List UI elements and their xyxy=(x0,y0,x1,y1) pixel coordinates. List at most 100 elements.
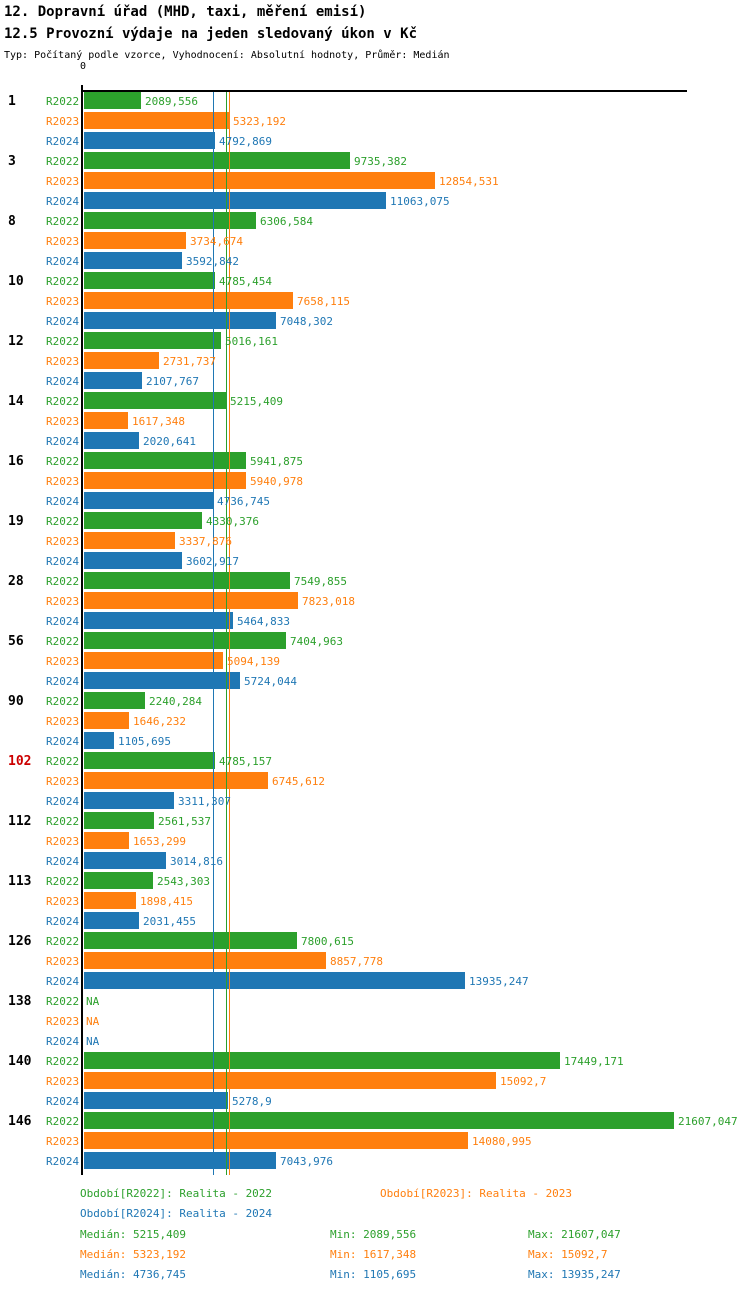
bar-12-r2024 xyxy=(84,372,142,389)
bar-90-r2023 xyxy=(84,712,129,729)
series-label-r2022: R2022 xyxy=(46,275,80,288)
bar-8-r2024 xyxy=(84,252,182,269)
value-label-12-r2023: 2731,737 xyxy=(163,355,216,368)
value-label-113-r2024: 2031,455 xyxy=(143,915,196,928)
value-label-90-r2024: 1105,695 xyxy=(118,735,171,748)
median-line-r2023 xyxy=(229,92,230,1175)
series-label-r2024: R2024 xyxy=(46,375,80,388)
value-label-1-r2024: 4792,869 xyxy=(219,135,272,148)
series-label-r2022: R2022 xyxy=(46,695,80,708)
category-label-102: 102 xyxy=(8,754,32,769)
bar-146-r2024 xyxy=(84,1152,276,1169)
value-label-8-r2024: 3592,842 xyxy=(186,255,239,268)
bar-140-r2024 xyxy=(84,1092,228,1109)
series-label-r2022: R2022 xyxy=(46,395,80,408)
bar-19-r2023 xyxy=(84,532,175,549)
series-label-r2024: R2024 xyxy=(46,1035,80,1048)
series-label-r2022: R2022 xyxy=(46,95,80,108)
na-label-138-r2023: NA xyxy=(86,1015,100,1028)
category-label-3: 3 xyxy=(8,154,16,169)
series-label-r2024: R2024 xyxy=(46,975,80,988)
value-label-146-r2024: 7043,976 xyxy=(280,1155,333,1168)
value-label-8-r2023: 3734,674 xyxy=(190,235,243,248)
bar-56-r2023 xyxy=(84,652,223,669)
bar-16-r2022 xyxy=(84,452,246,469)
series-label-r2024: R2024 xyxy=(46,855,80,868)
category-label-140: 140 xyxy=(8,1054,32,1069)
value-label-12-r2022: 5016,161 xyxy=(225,335,278,348)
value-label-16-r2022: 5941,875 xyxy=(250,455,303,468)
stat-min-r2024: Min: 1105,695 xyxy=(330,1268,417,1281)
value-label-28-r2024: 5464,833 xyxy=(237,615,290,628)
stat-median-r2022: Medián: 5215,409 xyxy=(80,1228,186,1241)
series-label-r2023: R2023 xyxy=(46,1135,80,1148)
value-label-3-r2022: 9735,382 xyxy=(354,155,407,168)
series-label-r2024: R2024 xyxy=(46,435,80,448)
na-label-138-r2022: NA xyxy=(86,995,100,1008)
legend-r2022: Období[R2022]: Realita - 2022 xyxy=(80,1187,273,1200)
value-label-19-r2024: 3602,917 xyxy=(186,555,239,568)
series-label-r2022: R2022 xyxy=(46,1115,80,1128)
value-label-112-r2023: 1653,299 xyxy=(133,835,186,848)
value-label-3-r2023: 12854,531 xyxy=(439,175,499,188)
bar-113-r2023 xyxy=(84,892,136,909)
series-label-r2023: R2023 xyxy=(46,775,80,788)
stat-max-r2022: Max: 21607,047 xyxy=(528,1228,621,1241)
bar-3-r2024 xyxy=(84,192,386,209)
value-label-126-r2023: 8857,778 xyxy=(330,955,383,968)
value-label-1-r2023: 5323,192 xyxy=(233,115,286,128)
series-label-r2023: R2023 xyxy=(46,415,80,428)
bar-102-r2024 xyxy=(84,792,174,809)
series-label-r2022: R2022 xyxy=(46,575,80,588)
value-label-140-r2022: 17449,171 xyxy=(564,1055,624,1068)
median-line-r2024 xyxy=(213,92,214,1175)
value-label-90-r2022: 2240,284 xyxy=(149,695,202,708)
value-label-102-r2023: 6745,612 xyxy=(272,775,325,788)
series-label-r2023: R2023 xyxy=(46,655,80,668)
value-label-112-r2024: 3014,816 xyxy=(170,855,223,868)
series-label-r2024: R2024 xyxy=(46,675,80,688)
series-label-r2023: R2023 xyxy=(46,235,80,248)
category-label-126: 126 xyxy=(8,934,32,949)
value-label-113-r2022: 2543,303 xyxy=(157,875,210,888)
series-label-r2023: R2023 xyxy=(46,355,80,368)
bar-10-r2023 xyxy=(84,292,293,309)
series-label-r2022: R2022 xyxy=(46,155,80,168)
series-label-r2022: R2022 xyxy=(46,935,80,948)
value-label-8-r2022: 6306,584 xyxy=(260,215,313,228)
value-label-140-r2024: 5278,9 xyxy=(232,1095,272,1108)
category-label-19: 19 xyxy=(8,514,24,529)
series-label-r2024: R2024 xyxy=(46,255,80,268)
series-label-r2023: R2023 xyxy=(46,295,80,308)
bar-140-r2022 xyxy=(84,1052,560,1069)
value-label-56-r2022: 7404,963 xyxy=(290,635,343,648)
series-label-r2023: R2023 xyxy=(46,1075,80,1088)
series-label-r2024: R2024 xyxy=(46,135,80,148)
bar-126-r2023 xyxy=(84,952,326,969)
series-label-r2022: R2022 xyxy=(46,995,80,1008)
bar-113-r2024 xyxy=(84,912,139,929)
category-label-14: 14 xyxy=(8,394,24,409)
series-label-r2024: R2024 xyxy=(46,555,80,568)
value-label-146-r2023: 14080,995 xyxy=(472,1135,532,1148)
series-label-r2024: R2024 xyxy=(46,735,80,748)
category-label-146: 146 xyxy=(8,1114,32,1129)
series-label-r2022: R2022 xyxy=(46,1055,80,1068)
value-label-28-r2022: 7549,855 xyxy=(294,575,347,588)
value-label-10-r2023: 7658,115 xyxy=(297,295,350,308)
bar-19-r2022 xyxy=(84,512,202,529)
value-label-16-r2023: 5940,978 xyxy=(250,475,303,488)
value-label-12-r2024: 2107,767 xyxy=(146,375,199,388)
series-label-r2024: R2024 xyxy=(46,615,80,628)
bar-12-r2023 xyxy=(84,352,159,369)
series-label-r2024: R2024 xyxy=(46,195,80,208)
value-label-126-r2022: 7800,615 xyxy=(301,935,354,948)
series-label-r2024: R2024 xyxy=(46,495,80,508)
value-label-16-r2024: 4736,745 xyxy=(217,495,270,508)
bar-126-r2024 xyxy=(84,972,465,989)
y-axis-line xyxy=(81,85,83,1175)
stat-median-r2024: Medián: 4736,745 xyxy=(80,1268,186,1281)
series-label-r2022: R2022 xyxy=(46,875,80,888)
bar-102-r2023 xyxy=(84,772,268,789)
report-title: 12. Dopravní úřad (MHD, taxi, měření emi… xyxy=(4,4,367,20)
